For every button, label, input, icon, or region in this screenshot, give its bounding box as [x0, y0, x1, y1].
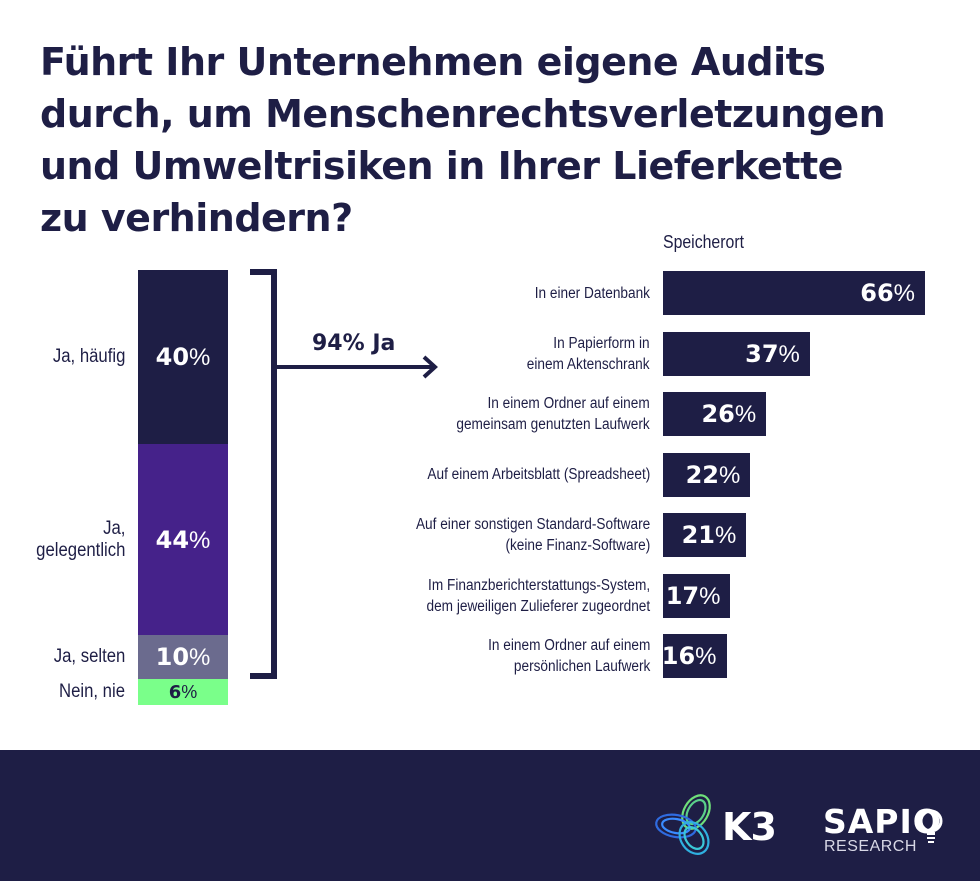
- title-line: Führt Ihr Unternehmen eigene Audits: [40, 40, 826, 84]
- segment-value-label: 6%: [168, 681, 198, 703]
- hbar: 17%: [663, 573, 731, 618]
- bracket: [250, 269, 277, 679]
- yes-summary-label: 94% Ja: [312, 331, 396, 356]
- hbar: 22%: [663, 452, 751, 497]
- chart-title: Führt Ihr Unternehmen eigene Audits durc…: [40, 36, 960, 244]
- research-logo-text: RESEARCH: [824, 838, 917, 855]
- hbar-value-label: 16%: [661, 642, 717, 670]
- hbar-value-label: 21%: [681, 521, 737, 549]
- lightbulb-icon: [919, 809, 943, 843]
- hbar: 26%: [663, 392, 767, 436]
- hbar: 37%: [663, 331, 810, 376]
- k3-logo-icon: [655, 794, 711, 855]
- hbar-value-label: 37%: [745, 339, 800, 368]
- hbar-value-label: 17%: [665, 581, 721, 610]
- stacked-bar: 40% 44% 10% 6%: [138, 270, 228, 705]
- hbar-category-label: Im Finanzberichterstattungs-System, dem j…: [426, 576, 650, 615]
- hbar: 66%: [663, 271, 925, 315]
- stack-segment: 10%: [138, 635, 228, 679]
- hbar-value-label: 22%: [685, 460, 741, 489]
- stack-segment: 44%: [138, 444, 228, 636]
- hbar-value-label: 26%: [701, 400, 757, 428]
- segment-value-label: 40%: [155, 343, 211, 371]
- arrow-head-icon: [422, 355, 438, 379]
- hbar-value-label: 66%: [860, 279, 915, 307]
- hbar: 21%: [663, 513, 747, 557]
- title-line: und Umweltrisiken in Ihrer Lieferkette: [40, 144, 843, 188]
- stack-category-label: Nein, nie: [59, 680, 125, 702]
- title-line: durch, um Menschenrechtsverletzungen: [40, 92, 886, 136]
- stack-category-label: Ja, häufig: [52, 346, 125, 367]
- hbar-category-label: In einem Ordner auf einem persönlichen La…: [487, 637, 650, 675]
- stack-category-label: Ja, gelegentlich: [35, 517, 125, 561]
- hbar: 16%: [661, 634, 727, 678]
- footer: K3 SAPIO RESEARCH: [0, 750, 980, 881]
- k3-logo-text: K3: [722, 805, 777, 849]
- hbar-category-label: Auf einer sonstigen Standard-Software (ke…: [415, 516, 650, 554]
- title-line: zu verhindern?: [40, 196, 353, 240]
- stack-segment: 6%: [138, 678, 228, 705]
- hbar-category-label: In einem Ordner auf einem gemeinsam genut…: [456, 395, 650, 433]
- hbar-category-label: Auf einem Arbeitsblatt (Spreadsheet): [427, 466, 650, 483]
- hbar-category-label: In Papierform in einem Aktenschrank: [527, 334, 650, 373]
- stack-segment: 40%: [138, 270, 228, 444]
- segment-value-label: 44%: [155, 525, 211, 554]
- hbar-category-label: In einer Datenbank: [534, 284, 650, 302]
- stack-category-label: Ja, selten: [53, 646, 125, 668]
- hbar-chart-title: Speicherort: [663, 232, 745, 252]
- segment-value-label: 10%: [155, 643, 211, 672]
